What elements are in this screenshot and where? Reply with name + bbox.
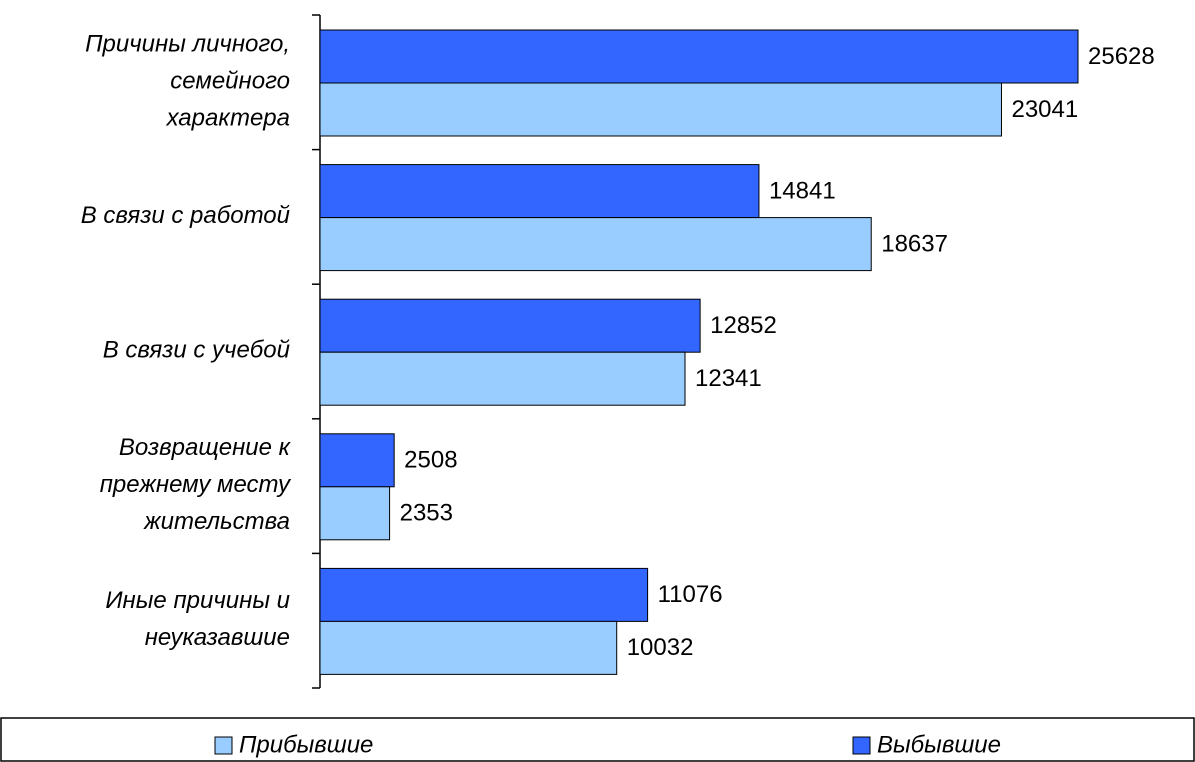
category-label: В связи с работой [81, 202, 290, 229]
category-label: Возвращение к прежнему месту жительства [100, 434, 292, 535]
data-label: 2353 [400, 500, 453, 527]
data-label: 11076 [658, 581, 723, 608]
legend-swatch [852, 736, 871, 755]
bar [319, 29, 1079, 84]
legend-label: Прибывшие [239, 731, 373, 758]
bar [319, 567, 649, 622]
legend-swatch [214, 736, 233, 755]
legend-box [0, 717, 1195, 762]
bar [319, 620, 618, 675]
data-label: 12852 [710, 312, 777, 339]
category-label: Иные причины и неуказавшие [105, 588, 290, 652]
data-label: 18637 [881, 230, 948, 257]
bar [319, 298, 701, 353]
data-label: 10032 [627, 634, 694, 661]
bar [319, 433, 395, 488]
bar [319, 82, 1002, 137]
bar [319, 217, 872, 272]
bar [319, 164, 760, 219]
legend-label: Выбывшие [877, 731, 1001, 758]
data-label: 25628 [1088, 43, 1155, 70]
data-label: 12341 [695, 365, 762, 392]
category-label: Причины личного, семейного характера [85, 31, 290, 132]
bar [319, 351, 686, 406]
bar [319, 486, 391, 541]
data-label: 23041 [1011, 96, 1078, 123]
category-label: В связи с учебой [103, 337, 290, 364]
data-label: 14841 [769, 177, 836, 204]
data-label: 2508 [404, 447, 457, 474]
